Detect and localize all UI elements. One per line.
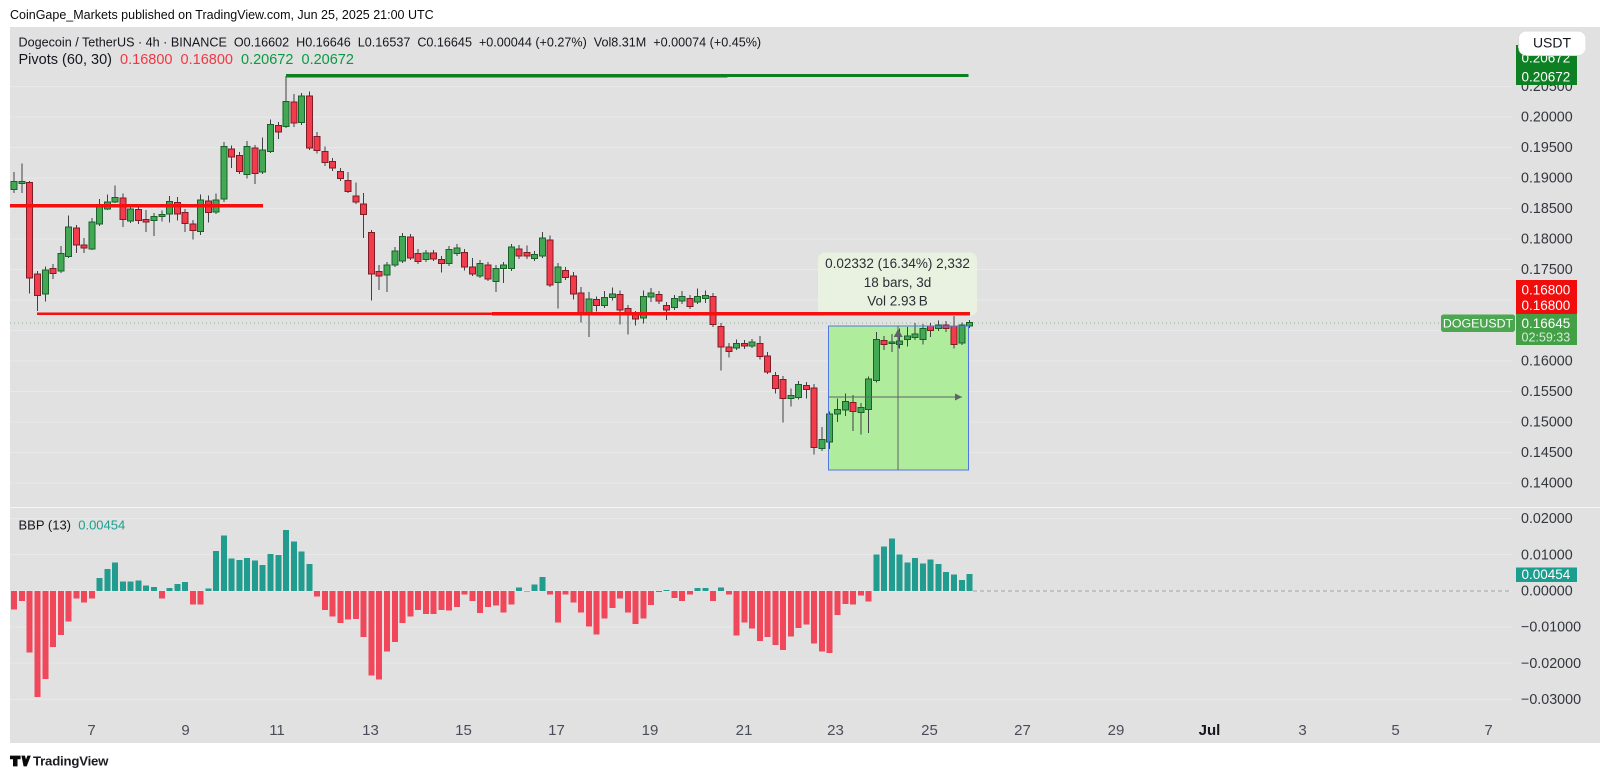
svg-text:TradingView: TradingView xyxy=(33,753,109,768)
svg-text:0.16800: 0.16800 xyxy=(1522,298,1571,313)
svg-text:0.14000: 0.14000 xyxy=(1521,476,1573,492)
svg-text:27: 27 xyxy=(1014,722,1031,739)
svg-text:Pivots (60, 30) 0.16800 0.16: Pivots (60, 30) 0.16800 0.16800 0.20672 … xyxy=(19,52,354,68)
svg-text:USDT: USDT xyxy=(1533,35,1572,51)
svg-text:7: 7 xyxy=(1484,722,1492,739)
svg-text:−0.02000: −0.02000 xyxy=(1521,656,1581,672)
svg-text:15: 15 xyxy=(455,722,472,739)
svg-text:−0.03000: −0.03000 xyxy=(1521,692,1581,708)
svg-text:11: 11 xyxy=(269,722,285,739)
svg-text:19: 19 xyxy=(642,722,659,739)
svg-text:25: 25 xyxy=(921,722,938,739)
svg-text:0.14500: 0.14500 xyxy=(1521,445,1573,461)
svg-text:0.02332 (16.34%) 2,332: 0.02332 (16.34%) 2,332 xyxy=(825,256,970,271)
svg-text:0.15500: 0.15500 xyxy=(1521,384,1573,400)
svg-text:0.15000: 0.15000 xyxy=(1521,415,1573,431)
svg-text:0.00454: 0.00454 xyxy=(1522,567,1571,582)
svg-text:Vol 2.93 B: Vol 2.93 B xyxy=(867,294,928,309)
svg-text:17: 17 xyxy=(548,722,565,739)
svg-text:0.00000: 0.00000 xyxy=(1521,584,1573,600)
svg-text:0.16645: 0.16645 xyxy=(1522,316,1571,331)
svg-text:0.18500: 0.18500 xyxy=(1521,201,1573,217)
svg-text:0.02000: 0.02000 xyxy=(1521,511,1573,527)
svg-text:−0.01000: −0.01000 xyxy=(1521,620,1581,636)
svg-text:0.20672: 0.20672 xyxy=(1522,69,1571,84)
svg-text:0.19500: 0.19500 xyxy=(1521,140,1573,156)
svg-text:0.17500: 0.17500 xyxy=(1521,262,1573,278)
svg-text:0.20000: 0.20000 xyxy=(1521,110,1573,126)
svg-text:0.16000: 0.16000 xyxy=(1521,354,1573,370)
svg-text:18 bars, 3d: 18 bars, 3d xyxy=(864,275,932,290)
svg-text:0.16800: 0.16800 xyxy=(1522,283,1571,298)
svg-text:3: 3 xyxy=(1298,722,1306,739)
svg-text:Dogecoin / TetherUS · 4h · BIN: Dogecoin / TetherUS · 4h · BINANCE O0.16… xyxy=(19,36,762,50)
svg-text:13: 13 xyxy=(362,722,379,739)
svg-text:DOGEUSDT: DOGEUSDT xyxy=(1443,316,1514,330)
svg-text:0.19000: 0.19000 xyxy=(1521,171,1573,187)
svg-text:7: 7 xyxy=(87,722,95,739)
svg-text:0.18000: 0.18000 xyxy=(1521,232,1573,248)
svg-text:29: 29 xyxy=(1108,722,1125,739)
svg-text:Jul: Jul xyxy=(1199,722,1221,739)
svg-text:02:59:33: 02:59:33 xyxy=(1522,331,1571,345)
svg-text:23: 23 xyxy=(827,722,844,739)
svg-text:5: 5 xyxy=(1391,722,1399,739)
svg-text:21: 21 xyxy=(736,722,753,739)
svg-text:9: 9 xyxy=(181,722,189,739)
svg-text:BBP (13) 0.00454: BBP (13) 0.00454 xyxy=(19,518,126,533)
svg-text:0.01000: 0.01000 xyxy=(1521,547,1573,563)
